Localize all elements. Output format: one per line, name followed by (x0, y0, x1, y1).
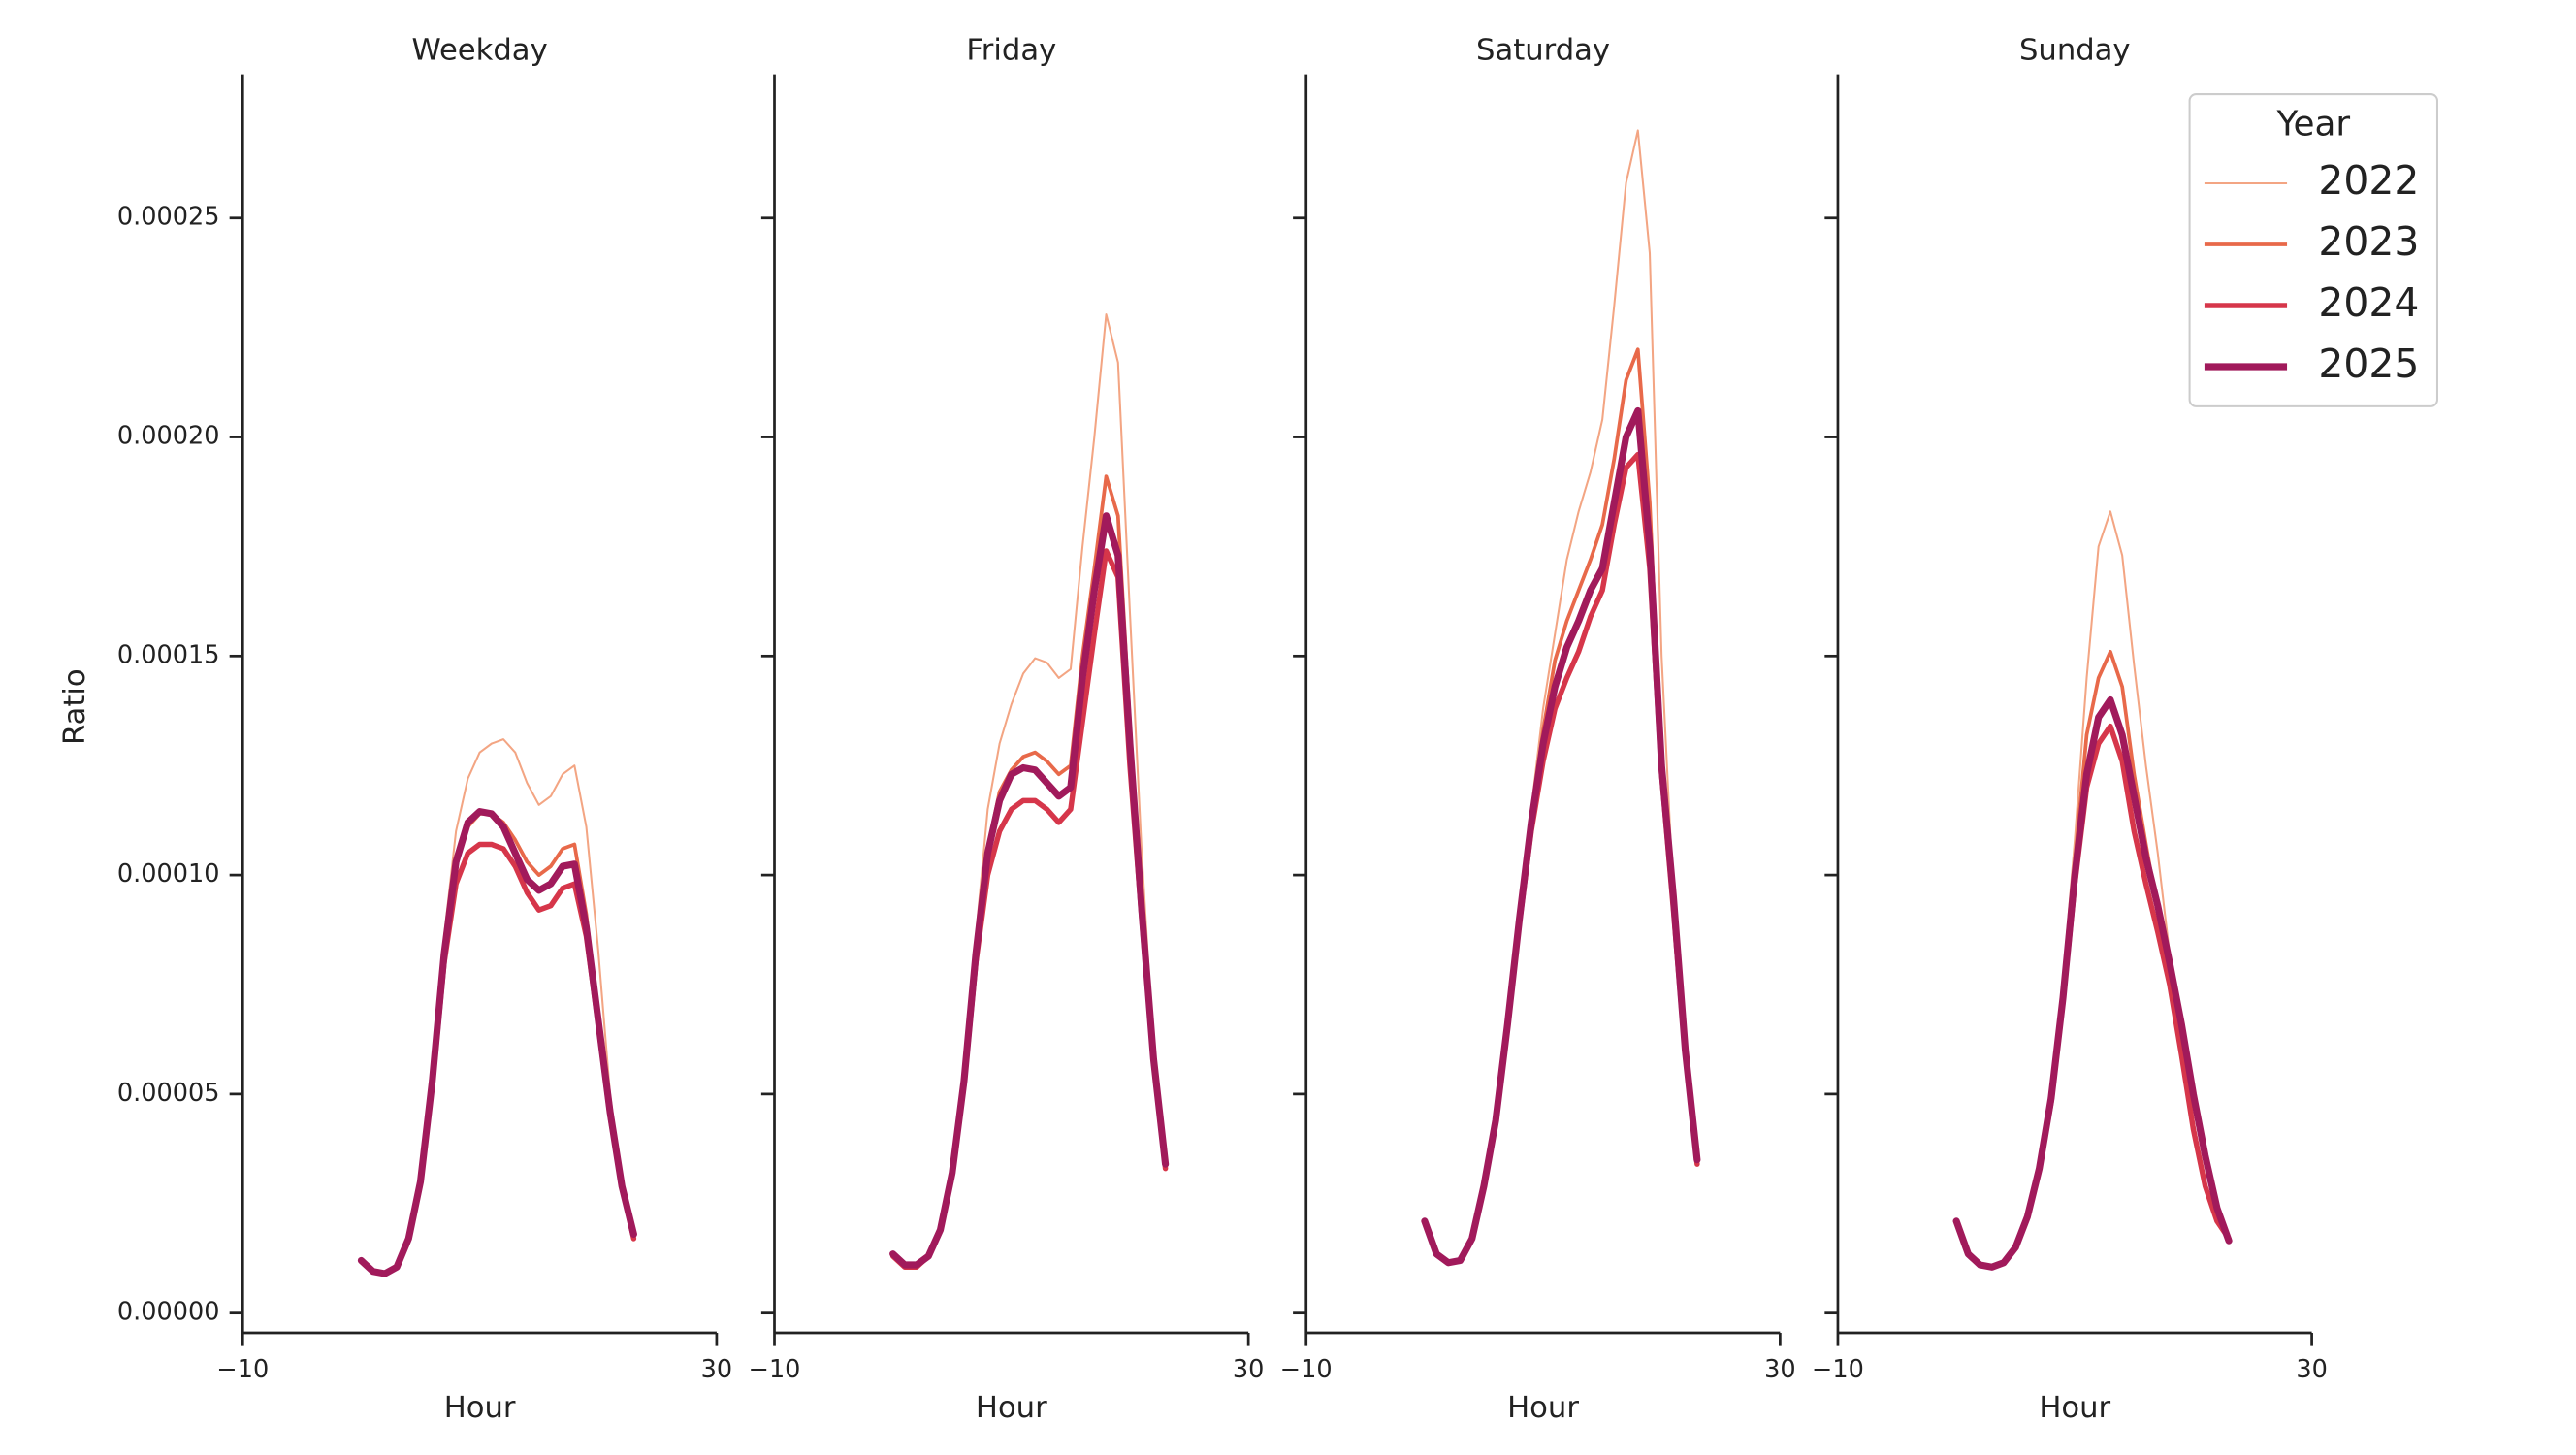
panel-title: Weekday (411, 33, 547, 67)
x-tick-label: −10 (1812, 1355, 1864, 1384)
series-line (1955, 510, 2231, 1269)
series-line (889, 512, 1170, 1269)
x-tick-label: 30 (2296, 1355, 2327, 1384)
y-tick-label: 0.00015 (117, 640, 220, 669)
series-line (359, 812, 636, 1276)
panel-title: Sunday (2019, 33, 2131, 67)
y-tick-label: 0.00020 (117, 422, 220, 451)
series-line (1421, 406, 1701, 1267)
y-axis-label: Ratio (58, 668, 92, 745)
series-line (1952, 695, 2233, 1271)
legend-title: Year (2275, 104, 2350, 144)
legend-label: 2023 (2318, 218, 2419, 265)
legend: Year 2022 2023 2024 2025 (2188, 93, 2439, 407)
series-line (891, 313, 1167, 1269)
x-tick-label: 30 (1764, 1355, 1795, 1384)
x-tick-label: 30 (701, 1355, 732, 1384)
legend-box (2188, 93, 2439, 407)
y-tick-label: 0.00000 (117, 1298, 220, 1327)
x-tick-label: −10 (749, 1355, 801, 1384)
y-tick-label: 0.00005 (117, 1079, 220, 1108)
x-tick-label: 30 (1233, 1355, 1264, 1384)
panel-title: Friday (966, 33, 1056, 67)
x-axis-label: Hour (976, 1391, 1047, 1425)
legend-label: 2024 (2318, 279, 2419, 326)
x-axis-label: Hour (1507, 1391, 1579, 1425)
y-tick-label: 0.00025 (117, 203, 220, 232)
y-tick-label: 0.00010 (117, 859, 220, 889)
x-tick-label: −10 (216, 1355, 269, 1384)
series-line (357, 808, 637, 1277)
x-axis-label: Hour (2039, 1391, 2110, 1425)
legend-label: 2022 (2318, 157, 2419, 204)
x-axis-label: Hour (444, 1391, 516, 1425)
x-tick-label: −10 (1280, 1355, 1333, 1384)
series-line (1422, 451, 1700, 1266)
series-line (890, 474, 1168, 1270)
panel-title: Saturday (1476, 33, 1610, 67)
series-line (358, 841, 637, 1277)
series-line (1953, 723, 2232, 1270)
legend-label: 2025 (2318, 340, 2419, 387)
